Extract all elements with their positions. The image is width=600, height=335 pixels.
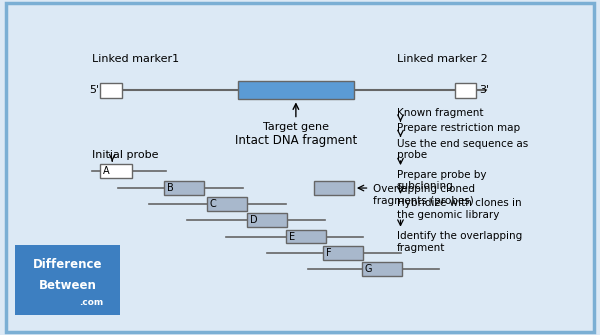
Text: Intact DNA fragment: Intact DNA fragment <box>235 134 357 147</box>
Text: .com: .com <box>80 298 104 307</box>
Text: 3': 3' <box>479 85 490 95</box>
Bar <box>100 82 121 98</box>
Text: Difference: Difference <box>33 258 102 271</box>
Text: Prepare restriction map: Prepare restriction map <box>397 123 520 133</box>
Text: Linked marker 2: Linked marker 2 <box>397 54 487 64</box>
Text: C: C <box>210 199 217 209</box>
Text: B: B <box>167 183 174 193</box>
Bar <box>362 262 402 276</box>
Text: Linked marker1: Linked marker1 <box>92 54 179 64</box>
Text: E: E <box>289 231 295 242</box>
Text: Known fragment: Known fragment <box>397 108 483 118</box>
Text: A: A <box>103 166 110 176</box>
Bar <box>323 246 364 260</box>
Text: Use the end sequence as
probe: Use the end sequence as probe <box>397 139 528 160</box>
Text: D: D <box>250 215 258 225</box>
Text: Hybridize with clones in
the genomic library: Hybridize with clones in the genomic lib… <box>397 198 521 220</box>
Bar <box>286 229 326 244</box>
Text: Initial probe: Initial probe <box>92 149 158 159</box>
Bar <box>164 181 205 195</box>
Bar <box>238 81 354 99</box>
Text: 5': 5' <box>89 85 99 95</box>
Text: Prepare probe by
subcloning: Prepare probe by subcloning <box>397 170 486 191</box>
Text: Between: Between <box>38 279 97 292</box>
Text: Overlapping cloned
fragments (probes): Overlapping cloned fragments (probes) <box>373 184 475 206</box>
Bar <box>314 181 354 195</box>
Bar <box>100 164 133 178</box>
Bar <box>455 82 476 98</box>
Text: Identify the overlapping
fragment: Identify the overlapping fragment <box>397 231 522 253</box>
Text: G: G <box>365 264 373 274</box>
Bar <box>247 213 287 227</box>
Text: Target gene: Target gene <box>263 122 329 132</box>
Text: F: F <box>326 248 332 258</box>
FancyBboxPatch shape <box>7 240 128 319</box>
Bar <box>207 197 247 211</box>
